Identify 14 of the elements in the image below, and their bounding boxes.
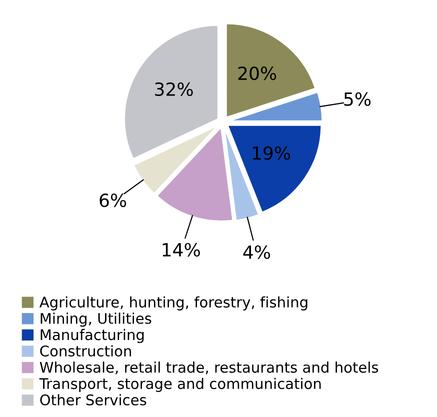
- legend-label: Wholesale, retail trade, restaurants and hotels: [40, 362, 378, 374]
- data-label: 4%: [243, 245, 270, 259]
- data-label: 19%: [252, 146, 290, 160]
- legend-label: Construction: [40, 345, 131, 357]
- data-label: 6%: [100, 194, 126, 208]
- data-label: 32%: [155, 82, 193, 96]
- legend-label: Mining, Utilities: [40, 312, 152, 327]
- data-label: 14%: [162, 242, 200, 257]
- legend-label: Agriculture, hunting, forestry, fishing: [39, 296, 308, 310]
- legend-label: Other Services: [40, 394, 146, 406]
- legend-label: Manufacturing: [40, 328, 144, 344]
- legend-label: Transport, storage and communication: [39, 378, 321, 392]
- data-label: 20%: [238, 66, 276, 80]
- data-label: 5%: [344, 92, 371, 106]
